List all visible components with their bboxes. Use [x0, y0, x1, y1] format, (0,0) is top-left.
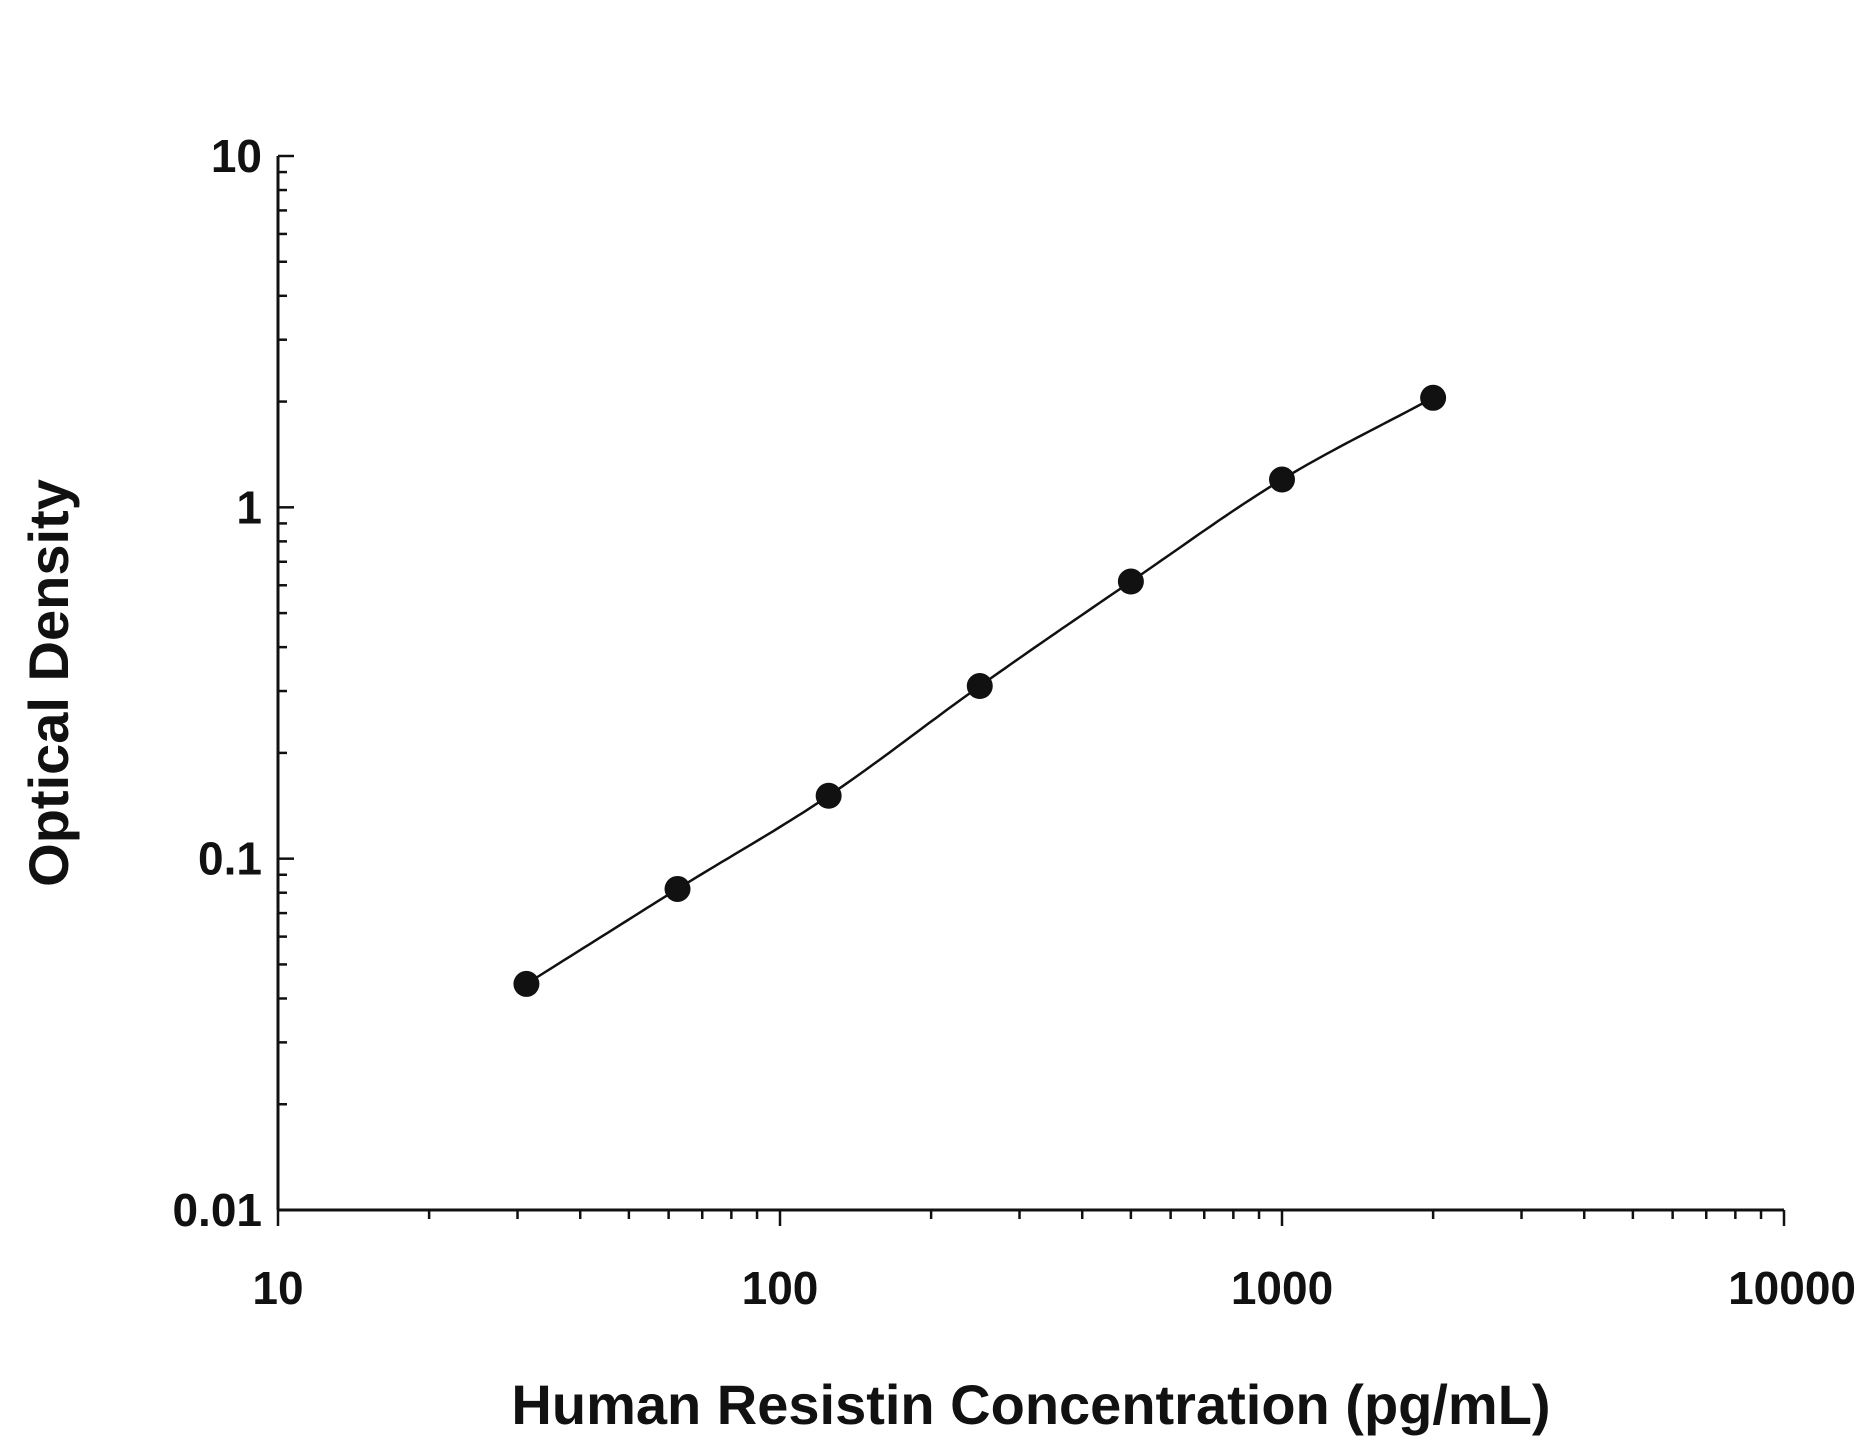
x-tick-label: 10	[252, 1262, 303, 1314]
data-point	[513, 970, 540, 997]
tick-marks	[276, 154, 1786, 1226]
y-tick-label: 1	[236, 481, 262, 533]
x-tick-label: 10000	[1728, 1262, 1856, 1314]
data-point	[1269, 466, 1295, 493]
tick-labels: 0.01 0.1 1 10 10 100 1000 10000	[172, 130, 1856, 1314]
x-axis-title: Human Resistin Concentration (pg/mL)	[511, 1373, 1550, 1436]
x-tick-label: 100	[742, 1262, 819, 1314]
data-point	[664, 875, 691, 902]
data-point	[815, 782, 842, 809]
data-points	[513, 384, 1447, 997]
axes	[276, 156, 1784, 1212]
data-point	[1117, 568, 1144, 595]
x-tick-label: 1000	[1231, 1262, 1333, 1314]
y-tick-label: 10	[211, 130, 262, 182]
y-tick-label: 0.1	[198, 833, 262, 885]
data-point	[966, 673, 993, 700]
y-axis-title: Optical Density	[17, 479, 80, 887]
data-point	[1420, 384, 1447, 411]
y-tick-label: 0.01	[172, 1184, 262, 1236]
